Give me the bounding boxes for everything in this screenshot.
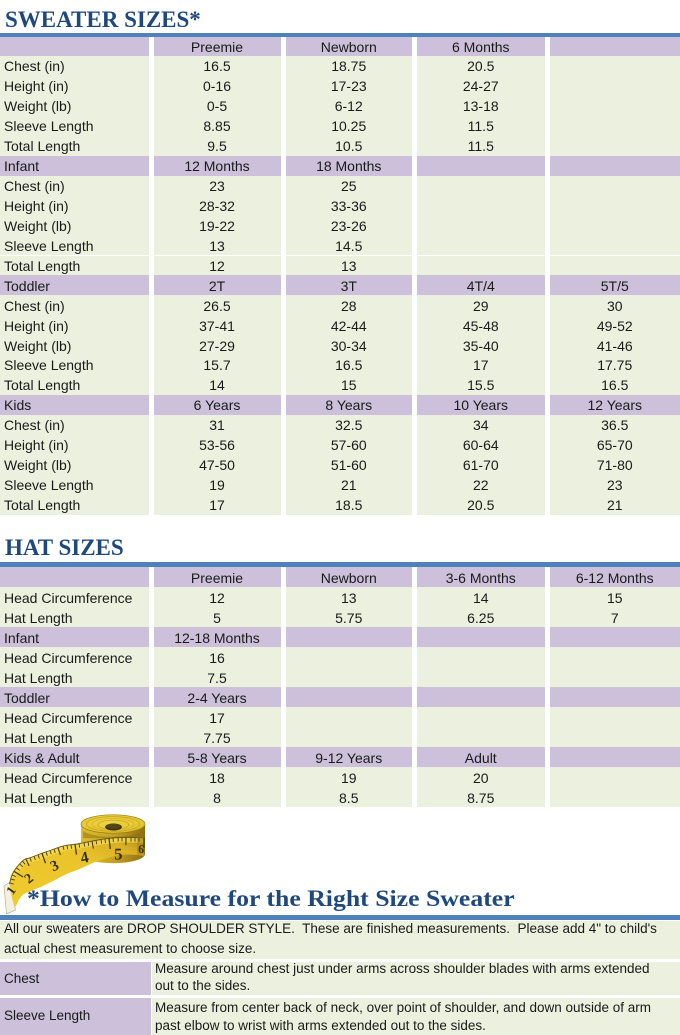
svg-text:6: 6 [138, 842, 145, 856]
svg-text:4: 4 [79, 849, 90, 867]
svg-text:5: 5 [114, 844, 123, 863]
